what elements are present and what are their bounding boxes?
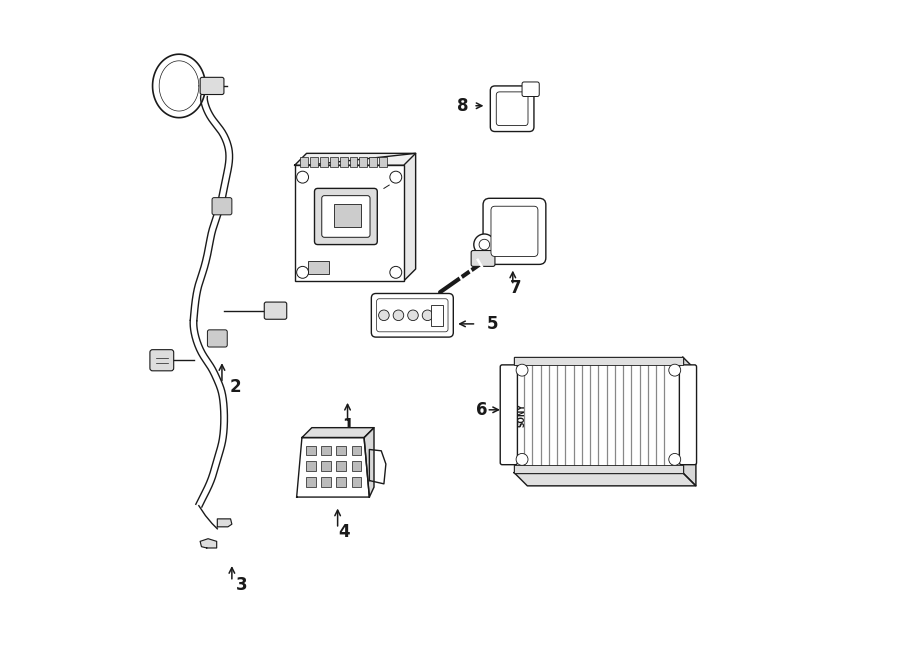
- Circle shape: [390, 171, 401, 183]
- Bar: [321, 446, 331, 455]
- Circle shape: [516, 453, 528, 465]
- Bar: [514, 357, 683, 365]
- Circle shape: [408, 310, 418, 321]
- Circle shape: [390, 266, 401, 278]
- Bar: [369, 157, 377, 167]
- Text: 5: 5: [487, 315, 499, 333]
- Bar: [310, 157, 318, 167]
- Bar: [352, 477, 362, 487]
- FancyBboxPatch shape: [322, 196, 370, 237]
- Bar: [352, 446, 362, 455]
- Bar: [514, 465, 683, 473]
- Bar: [308, 261, 329, 274]
- Circle shape: [479, 239, 490, 250]
- Bar: [379, 157, 387, 167]
- FancyBboxPatch shape: [150, 350, 174, 371]
- FancyBboxPatch shape: [376, 299, 448, 332]
- Circle shape: [422, 310, 433, 321]
- Circle shape: [393, 310, 404, 321]
- Bar: [306, 446, 316, 455]
- FancyBboxPatch shape: [491, 86, 534, 132]
- Bar: [306, 477, 316, 487]
- Polygon shape: [200, 539, 217, 548]
- Circle shape: [473, 234, 495, 255]
- FancyBboxPatch shape: [314, 188, 377, 245]
- Polygon shape: [302, 428, 374, 438]
- Bar: [320, 157, 328, 167]
- Bar: [300, 157, 308, 167]
- Text: SONY: SONY: [518, 403, 526, 426]
- FancyBboxPatch shape: [522, 82, 539, 97]
- Polygon shape: [307, 153, 416, 281]
- Bar: [337, 461, 347, 471]
- FancyBboxPatch shape: [372, 293, 454, 337]
- Polygon shape: [297, 438, 369, 497]
- Circle shape: [297, 171, 309, 183]
- Polygon shape: [294, 153, 416, 165]
- Bar: [352, 461, 362, 471]
- FancyBboxPatch shape: [483, 198, 545, 264]
- Bar: [337, 477, 347, 487]
- Bar: [329, 157, 338, 167]
- FancyBboxPatch shape: [496, 92, 528, 126]
- FancyBboxPatch shape: [265, 302, 287, 319]
- Bar: [294, 165, 404, 281]
- FancyBboxPatch shape: [500, 365, 518, 465]
- Bar: [321, 461, 331, 471]
- Bar: [339, 157, 347, 167]
- Text: 3: 3: [236, 576, 248, 594]
- Text: 8: 8: [457, 97, 469, 115]
- Circle shape: [297, 266, 309, 278]
- Bar: [514, 357, 683, 473]
- Bar: [334, 204, 361, 227]
- Circle shape: [379, 310, 389, 321]
- FancyBboxPatch shape: [472, 251, 495, 266]
- Circle shape: [516, 364, 528, 376]
- Circle shape: [669, 364, 680, 376]
- Polygon shape: [683, 357, 696, 486]
- Text: 2: 2: [230, 377, 241, 396]
- Text: 1: 1: [342, 417, 354, 436]
- FancyBboxPatch shape: [680, 365, 697, 465]
- FancyBboxPatch shape: [491, 206, 538, 256]
- Circle shape: [669, 453, 680, 465]
- Polygon shape: [514, 473, 696, 486]
- FancyBboxPatch shape: [212, 198, 232, 215]
- FancyBboxPatch shape: [200, 77, 224, 95]
- Text: 6: 6: [476, 401, 488, 419]
- Bar: [359, 157, 367, 167]
- Bar: [306, 461, 316, 471]
- Text: 7: 7: [510, 278, 522, 297]
- Bar: [431, 305, 444, 326]
- FancyBboxPatch shape: [207, 330, 227, 347]
- Text: 4: 4: [338, 523, 350, 541]
- Bar: [321, 477, 331, 487]
- Bar: [337, 446, 347, 455]
- Bar: [349, 157, 357, 167]
- Polygon shape: [369, 449, 386, 484]
- Polygon shape: [364, 428, 374, 497]
- Polygon shape: [217, 519, 232, 527]
